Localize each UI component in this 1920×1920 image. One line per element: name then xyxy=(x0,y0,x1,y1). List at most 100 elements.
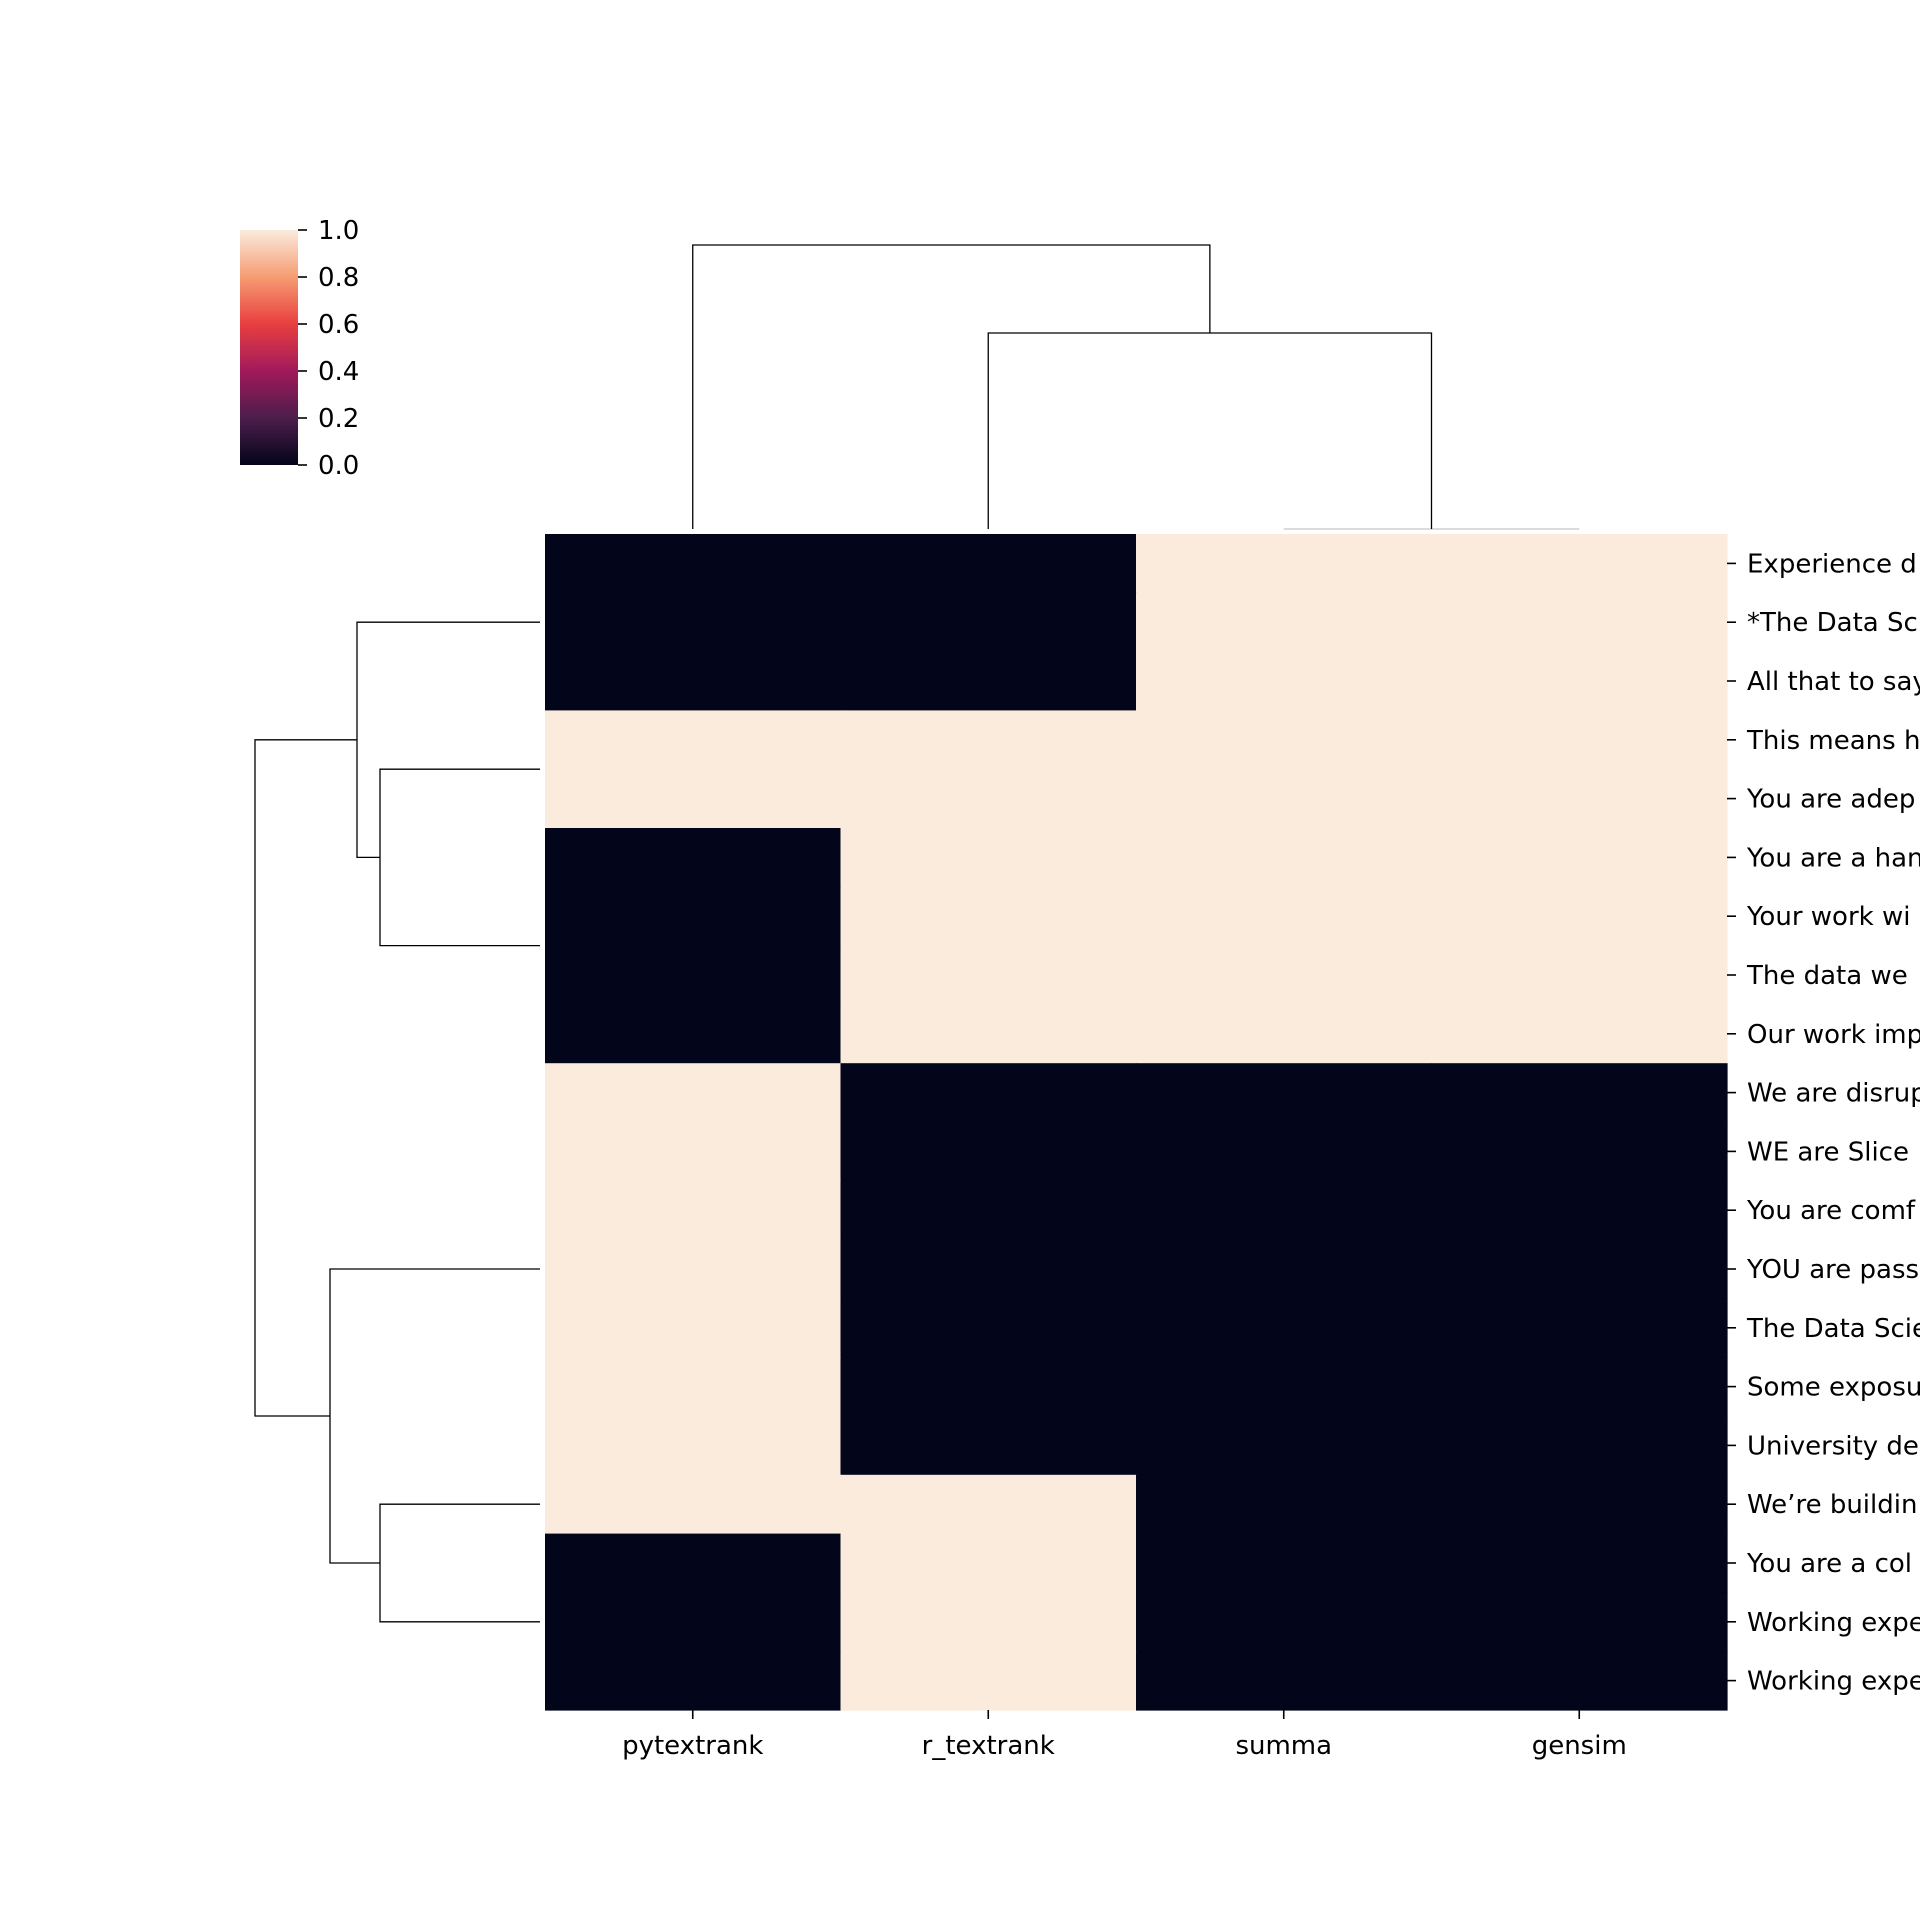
heatmap-cell xyxy=(1431,1298,1728,1358)
heatmap-cell xyxy=(1431,1122,1728,1182)
row-dendrogram xyxy=(254,621,540,1623)
heatmap-cell xyxy=(1136,534,1433,594)
colorbar-gradient xyxy=(240,230,298,465)
row-label: You are comf xyxy=(1746,1196,1916,1226)
colorbar-tick-label: 0.6 xyxy=(318,310,359,340)
heatmap-cells xyxy=(545,534,1728,1711)
heatmap-cell xyxy=(1431,1063,1728,1123)
row-label: *The Data Sc xyxy=(1747,608,1918,638)
heatmap-cell xyxy=(840,886,1137,947)
heatmap-cell xyxy=(1136,651,1433,711)
column-label: r_textrank xyxy=(922,1731,1055,1761)
row-label: This means h xyxy=(1746,726,1920,756)
row-label: University de xyxy=(1747,1431,1919,1461)
row-label: Working expe xyxy=(1747,1608,1920,1638)
heatmap-cell xyxy=(545,710,842,770)
colorbar-tick-label: 0.8 xyxy=(318,263,359,293)
heatmap-cell xyxy=(1136,1122,1433,1182)
heatmap-cell xyxy=(840,1180,1137,1241)
heatmap-cell xyxy=(1431,886,1728,947)
colorbar-tick-label: 0.4 xyxy=(318,357,359,387)
row-label: We are disrup xyxy=(1747,1079,1920,1109)
column-label: pytextrank xyxy=(622,1731,763,1761)
heatmap-cell xyxy=(840,651,1137,711)
heatmap-cell xyxy=(545,1004,842,1064)
column-label: summa xyxy=(1235,1731,1332,1761)
heatmap-cell xyxy=(1136,1298,1433,1358)
row-tick-labels: Experience d *The Data Sc All that to say T… xyxy=(1727,549,1920,1697)
heatmap-cell xyxy=(545,1651,842,1711)
heatmap-cell xyxy=(840,1004,1137,1064)
heatmap-cell xyxy=(545,534,842,594)
row-label: Working expe xyxy=(1747,1667,1920,1697)
heatmap-cell xyxy=(545,1592,842,1652)
row-label: We’re buildin xyxy=(1747,1490,1917,1520)
heatmap-cell xyxy=(1136,886,1433,947)
heatmap-cell xyxy=(840,1533,1137,1593)
heatmap-cell xyxy=(840,1474,1137,1535)
row-label: You are a col xyxy=(1746,1549,1912,1579)
heatmap-cell xyxy=(840,1357,1137,1417)
column-label: gensim xyxy=(1532,1731,1627,1761)
heatmap-cell xyxy=(1136,1416,1433,1476)
colorbar-tick-label: 0.0 xyxy=(318,451,359,481)
heatmap-cell xyxy=(545,1416,842,1476)
heatmap-cell xyxy=(545,1533,842,1593)
row-label: The Data Scie xyxy=(1746,1314,1920,1344)
heatmap-cell xyxy=(840,1063,1137,1123)
heatmap-cell xyxy=(840,1416,1137,1476)
heatmap-cell xyxy=(1136,710,1433,770)
row-label: The data we xyxy=(1746,961,1908,991)
heatmap-cell xyxy=(840,1239,1137,1299)
heatmap-cell xyxy=(1136,1180,1433,1241)
row-label: You are a han xyxy=(1746,843,1920,873)
heatmap-cell xyxy=(840,592,1137,653)
row-label: WE are Slice xyxy=(1747,1137,1909,1167)
heatmap-cell xyxy=(1431,1239,1728,1299)
heatmap-cell xyxy=(1431,945,1728,1005)
heatmap-cell xyxy=(545,828,842,888)
heatmap-cell xyxy=(1431,1533,1728,1593)
dendrogram-link xyxy=(379,768,540,947)
heatmap-cell xyxy=(1431,710,1728,770)
dendrogram-link xyxy=(379,1503,540,1623)
heatmap-cell xyxy=(545,592,842,653)
colorbar: 0.0 0.2 0.4 0.6 0.8 1.0 xyxy=(240,216,359,481)
colorbar-tick-label: 0.2 xyxy=(318,404,359,434)
heatmap-cell xyxy=(1136,769,1433,829)
dendrogram-link xyxy=(254,739,357,1417)
dendrogram-link xyxy=(329,1268,540,1564)
column-tick-labels: pytextrank r_textrank summa gensim xyxy=(622,1710,1627,1761)
heatmap-cell xyxy=(1431,534,1728,594)
heatmap-cell xyxy=(1136,1239,1433,1299)
heatmap-cell xyxy=(545,651,842,711)
heatmap-cell xyxy=(1431,1357,1728,1417)
dendrogram-link xyxy=(692,244,1211,529)
heatmap-cell xyxy=(545,1180,842,1241)
row-label: Experience d xyxy=(1747,549,1917,579)
row-label: Some exposu xyxy=(1747,1373,1920,1403)
heatmap-cell xyxy=(545,1239,842,1299)
heatmap-cell xyxy=(840,945,1137,1005)
heatmap-cell xyxy=(1136,1357,1433,1417)
row-label: All that to say xyxy=(1747,667,1920,697)
heatmap-cell xyxy=(545,886,842,947)
colorbar-tick-label: 1.0 xyxy=(318,216,359,246)
heatmap-cell xyxy=(545,945,842,1005)
heatmap-cell xyxy=(1136,945,1433,1005)
heatmap-cell xyxy=(1431,592,1728,653)
heatmap-cell xyxy=(1136,1651,1433,1711)
column-dendrogram xyxy=(692,244,1580,530)
dendrogram-link xyxy=(987,332,1433,529)
heatmap-cell xyxy=(840,1592,1137,1652)
heatmap-cell xyxy=(1136,828,1433,888)
row-label: You are adep xyxy=(1746,785,1915,815)
heatmap-cell xyxy=(1431,828,1728,888)
heatmap-cell xyxy=(1431,1180,1728,1241)
row-label: Your work wi xyxy=(1746,902,1910,932)
heatmap-cell xyxy=(1431,1651,1728,1711)
heatmap-cell xyxy=(840,769,1137,829)
row-label: Our work imp xyxy=(1747,1020,1920,1050)
heatmap-cell xyxy=(1136,1004,1433,1064)
